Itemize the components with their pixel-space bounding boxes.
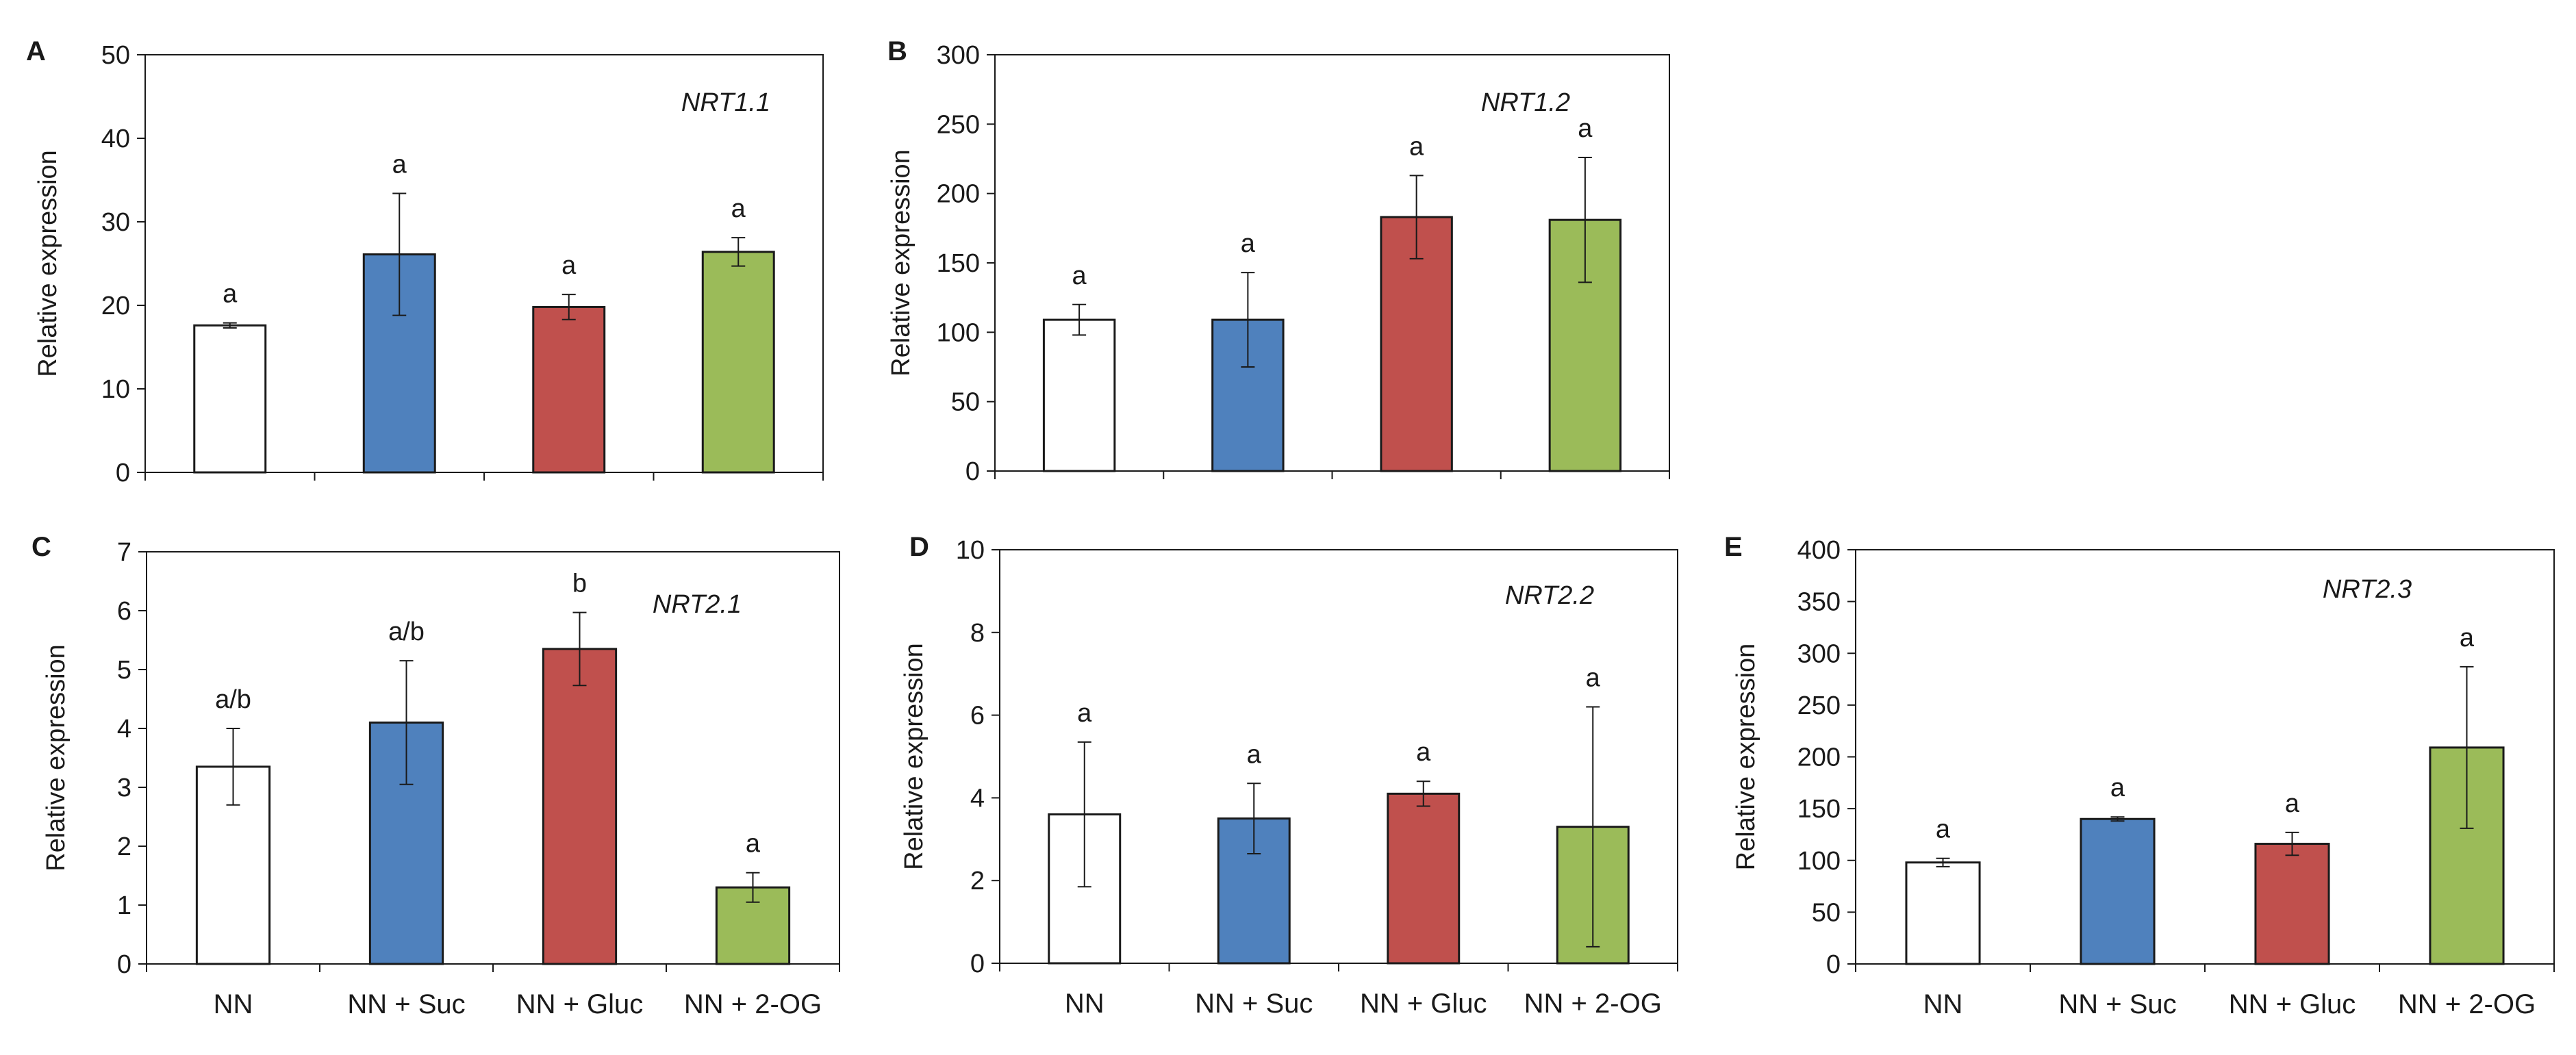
panel-b-ytick-label: 200 [937,180,980,209]
panel-e-ytick-label: 300 [1797,639,1841,668]
panel-d-category-label: NN + Suc [1195,989,1313,1019]
panel-e-bar [1905,861,1981,965]
panel-b-letter: B [887,36,907,66]
panel-c-significance-label: b [572,570,587,598]
panel-e-significance-label: a [2460,624,2475,652]
panel-b-ytick-label: 0 [965,457,980,486]
panel-a-ytick-label: 10 [101,375,130,404]
panel-b-significance-label: a [1241,229,1256,258]
panel-c-bar [542,648,618,965]
panel-e-ytick-label: 200 [1797,743,1841,772]
panel-e-category-label: NN + 2-OG [2398,989,2536,1019]
panel-b-ylabel: Relative expression [887,149,916,377]
panel-e-significance-label: a [1936,815,1951,844]
panel-c-ytick-label: 0 [117,950,131,979]
panel-b-ytick-label: 50 [951,388,980,417]
panel-d-significance-label: a [1416,738,1431,767]
panel-e-ytick-label: 250 [1797,691,1841,720]
panel-a-ytick-label: 0 [116,459,130,487]
panel-b-significance-label: a [1578,114,1593,143]
panel-d-category-label: NN + Gluc [1360,989,1487,1019]
panel-b-gene-title: NRT1.2 [1481,88,1570,117]
panel-b-ytick-label: 100 [937,318,980,347]
panel-a-significance-label: a [392,151,407,179]
panel-d-category-label: NN + 2-OG [1524,989,1662,1019]
panel-c-ytick-label: 6 [117,597,131,626]
panel-a-ylabel: Relative expression [34,150,62,377]
panel-d-ytick-label: 0 [970,950,985,978]
panel-a-ytick-label: 50 [101,41,130,70]
panel-e-ytick-label: 50 [1812,898,1841,927]
panel-d-gene-title: NRT2.2 [1505,581,1594,610]
panel-c-category-label: NN [214,989,253,1019]
panel-e-ytick-label: 100 [1797,847,1841,876]
panel-c-category-label: NN + Gluc [516,989,644,1019]
panel-c-letter: C [31,532,51,562]
panel-c-ytick-label: 4 [117,715,131,743]
panel-e-ytick-label: 0 [1826,950,1841,979]
panel-a-bar [193,324,267,474]
panel-c-ytick-label: 7 [117,538,131,567]
panel-e-letter: E [1724,532,1743,562]
panel-d-letter: D [909,532,929,562]
panel-b-bar [1042,318,1116,472]
panel-b-ytick-label: 250 [937,110,980,139]
panel-e-significance-label: a [2110,774,2125,802]
panel-c-ytick-label: 3 [117,774,131,802]
panel-d-ytick-label: 6 [970,702,985,730]
panel-c-significance-label: a/b [215,685,251,714]
panel-e-bar [2080,817,2156,965]
panel-c-significance-label: a [746,830,761,859]
panel-b-ytick-label: 300 [937,41,980,70]
panel-c-category-label: NN + 2-OG [684,989,822,1019]
panel-b-ytick-label: 150 [937,249,980,278]
panel-e-ylabel: Relative expression [1732,644,1760,871]
panel-a-bar [701,251,775,474]
panel-a-gene-title: NRT1.1 [681,88,770,117]
panel-b-significance-label: a [1072,262,1087,290]
panel-c-ytick-label: 2 [117,832,131,861]
panel-d-ytick-label: 8 [970,619,985,648]
panel-d-category-label: NN [1065,989,1104,1019]
panel-a-significance-label: a [731,194,746,223]
panel-c-significance-label: a/b [388,618,425,646]
panel-c-ytick-label: 5 [117,656,131,685]
panel-d-significance-label: a [1586,664,1601,693]
panel-e-category-label: NN [1923,989,1963,1019]
panel-a-letter: A [26,36,46,66]
panel-d-significance-label: a [1077,699,1092,728]
panel-e-ytick-label: 350 [1797,588,1841,617]
panel-d-ytick-label: 2 [970,867,985,895]
panel-b-significance-label: a [1409,132,1424,161]
panel-d-ytick-label: 4 [970,784,985,813]
panel-e-significance-label: a [2285,789,2300,818]
panel-c-category-label: NN + Suc [347,989,465,1019]
panel-a-significance-label: a [561,251,577,280]
panel-c-ytick-label: 1 [117,891,131,920]
panel-e-ytick-label: 150 [1797,795,1841,824]
panel-a-bar [532,305,606,474]
panel-e-category-label: NN + Gluc [2229,989,2356,1019]
panel-d-significance-label: a [1247,740,1262,769]
panel-a-ytick-label: 20 [101,292,130,320]
panel-d-bar [1387,792,1461,965]
panel-e-bar [2254,843,2330,965]
panel-d-ytick-label: 10 [956,536,985,565]
panel-e-category-label: NN + Suc [2058,989,2176,1019]
panel-a-significance-label: a [223,280,238,309]
panel-d-ylabel: Relative expression [900,643,929,870]
panel-a-ytick-label: 40 [101,125,130,153]
panel-c-gene-title: NRT2.1 [653,590,742,619]
panel-a-ytick-label: 30 [101,208,130,237]
panel-e-gene-title: NRT2.3 [2323,575,2412,604]
panel-e-ytick-label: 400 [1797,536,1841,565]
panel-c-ylabel: Relative expression [42,644,71,872]
